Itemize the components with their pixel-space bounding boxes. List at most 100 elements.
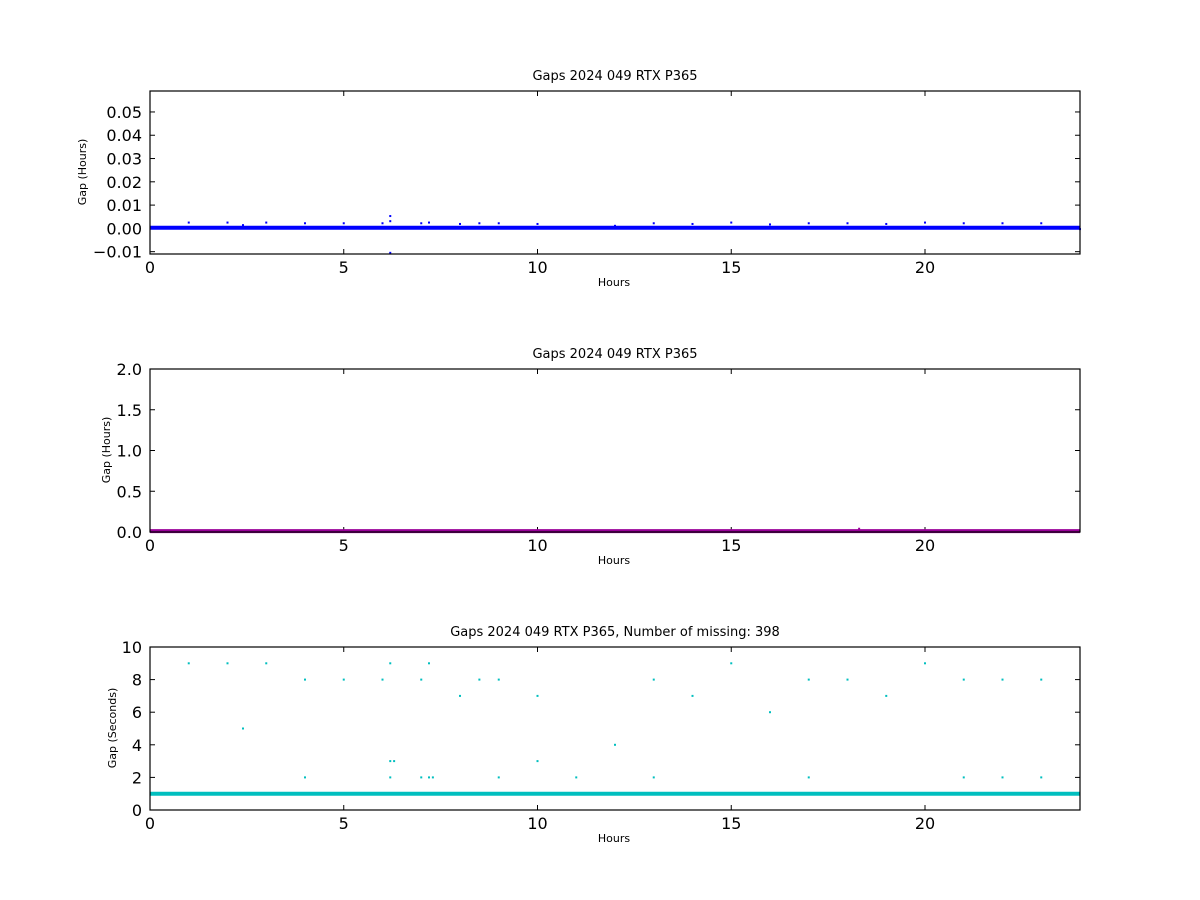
data-point bbox=[858, 227, 861, 230]
data-point bbox=[226, 221, 229, 224]
data-point bbox=[431, 776, 434, 779]
y-tick-label: 0.04 bbox=[106, 126, 142, 145]
data-point bbox=[885, 694, 888, 697]
data-point bbox=[389, 215, 392, 218]
x-tick-label: 0 bbox=[145, 258, 155, 277]
data-point bbox=[924, 662, 926, 665]
y-tick-label: 2 bbox=[132, 768, 142, 787]
data-point bbox=[614, 224, 616, 227]
panel-1-plot-area: 0 5 10 15 20 −0.01 0.00 0.01 0.02 0.03 0.04 0.05 bbox=[93, 91, 1081, 277]
data-point bbox=[304, 678, 306, 681]
x-tick-label: 10 bbox=[527, 258, 547, 277]
data-point bbox=[187, 221, 190, 224]
data-point bbox=[962, 678, 965, 681]
data-point bbox=[459, 694, 461, 697]
data-point bbox=[381, 678, 384, 681]
panel-2-frame bbox=[149, 368, 1081, 533]
data-point bbox=[807, 222, 810, 225]
panel-2-title: Gaps 2024 049 RTX P365 bbox=[532, 347, 697, 362]
x-tick-label: 15 bbox=[721, 814, 741, 833]
data-point bbox=[652, 776, 655, 779]
panel-2-plot-area: 0 5 10 15 20 0.0 0.5 1.0 1.5 2.0 bbox=[117, 360, 1080, 555]
data-point bbox=[730, 662, 733, 665]
panel-2: Gaps 2024 049 RTX P365 0 5 10 15 20 0.0 0.5 1.0… bbox=[100, 347, 1081, 567]
x-tick-label: 0 bbox=[145, 814, 155, 833]
panel-2-y-axis-label: Gap (Hours) bbox=[100, 417, 113, 484]
data-point bbox=[924, 221, 926, 224]
data-point bbox=[420, 776, 423, 779]
panel-2-x-axis-label: Hours bbox=[598, 554, 630, 567]
data-point bbox=[691, 694, 694, 697]
data-point bbox=[389, 251, 392, 254]
panel-3-plot-area: 0 5 10 15 20 0 2 4 6 8 10 bbox=[122, 638, 1080, 833]
y-tick-label: 0.0 bbox=[117, 523, 142, 542]
data-point bbox=[242, 224, 244, 227]
data-point bbox=[304, 222, 306, 225]
data-point bbox=[1040, 678, 1043, 681]
data-point bbox=[428, 221, 430, 224]
y-tick-label: 6 bbox=[132, 703, 142, 722]
data-point bbox=[389, 662, 392, 665]
y-tick-label: 0.5 bbox=[117, 482, 142, 501]
data-point bbox=[428, 776, 430, 779]
y-tick-label: 0 bbox=[132, 801, 142, 820]
panel-3-y-axis-label: Gap (Seconds) bbox=[106, 688, 119, 769]
y-tick-label: 8 bbox=[132, 671, 142, 690]
data-point bbox=[389, 220, 392, 223]
data-point bbox=[226, 662, 229, 665]
data-point bbox=[536, 760, 539, 763]
data-point bbox=[962, 776, 965, 779]
data-point bbox=[242, 727, 244, 730]
y-tick-label: −0.01 bbox=[93, 243, 142, 262]
data-point bbox=[807, 776, 810, 779]
data-point bbox=[614, 743, 616, 746]
data-point bbox=[807, 678, 810, 681]
x-tick-label: 5 bbox=[339, 814, 349, 833]
data-point bbox=[497, 678, 500, 681]
panel-3: Gaps 2024 049 RTX P365, Number of missin… bbox=[106, 625, 1081, 845]
data-point bbox=[342, 222, 345, 225]
data-point bbox=[393, 760, 396, 763]
data-point bbox=[885, 222, 888, 225]
x-tick-label: 15 bbox=[721, 258, 741, 277]
panel-1-title: Gaps 2024 049 RTX P365 bbox=[532, 69, 697, 84]
x-tick-label: 20 bbox=[915, 258, 935, 277]
panel-1-x-axis-label: Hours bbox=[598, 276, 630, 289]
data-point bbox=[1001, 776, 1004, 779]
panel-3-x-axis-label: Hours bbox=[598, 832, 630, 845]
data-point bbox=[342, 678, 345, 681]
data-point bbox=[478, 678, 481, 681]
y-tick-label: 0.00 bbox=[106, 219, 142, 238]
x-tick-label: 15 bbox=[721, 536, 741, 555]
x-tick-label: 0 bbox=[145, 536, 155, 555]
data-point bbox=[846, 678, 849, 681]
data-point bbox=[381, 222, 384, 225]
panel-1-frame bbox=[149, 90, 1081, 255]
data-point bbox=[536, 694, 539, 697]
data-point bbox=[652, 678, 655, 681]
panel-1: Gaps 2024 049 RTX P365 0 5 10 15 20 −0.01 0.00… bbox=[76, 69, 1081, 289]
y-tick-label: 1.5 bbox=[117, 401, 142, 420]
x-tick-label: 5 bbox=[339, 536, 349, 555]
data-point bbox=[536, 222, 539, 225]
data-point bbox=[769, 711, 771, 714]
data-point bbox=[1040, 776, 1043, 779]
data-point bbox=[497, 222, 500, 225]
panel-3-title: Gaps 2024 049 RTX P365, Number of missin… bbox=[450, 625, 780, 640]
data-point bbox=[962, 222, 965, 225]
data-point bbox=[420, 222, 423, 225]
x-tick-label: 20 bbox=[915, 814, 935, 833]
data-point bbox=[389, 760, 392, 763]
data-point bbox=[389, 776, 392, 779]
y-tick-label: 2.0 bbox=[117, 360, 142, 379]
data-point bbox=[497, 776, 500, 779]
data-point bbox=[1001, 678, 1004, 681]
data-point bbox=[858, 527, 861, 530]
data-point bbox=[459, 222, 461, 225]
y-tick-label: 0.02 bbox=[106, 173, 142, 192]
x-tick-label: 5 bbox=[339, 258, 349, 277]
data-point bbox=[304, 776, 306, 779]
x-tick-label: 10 bbox=[527, 814, 547, 833]
